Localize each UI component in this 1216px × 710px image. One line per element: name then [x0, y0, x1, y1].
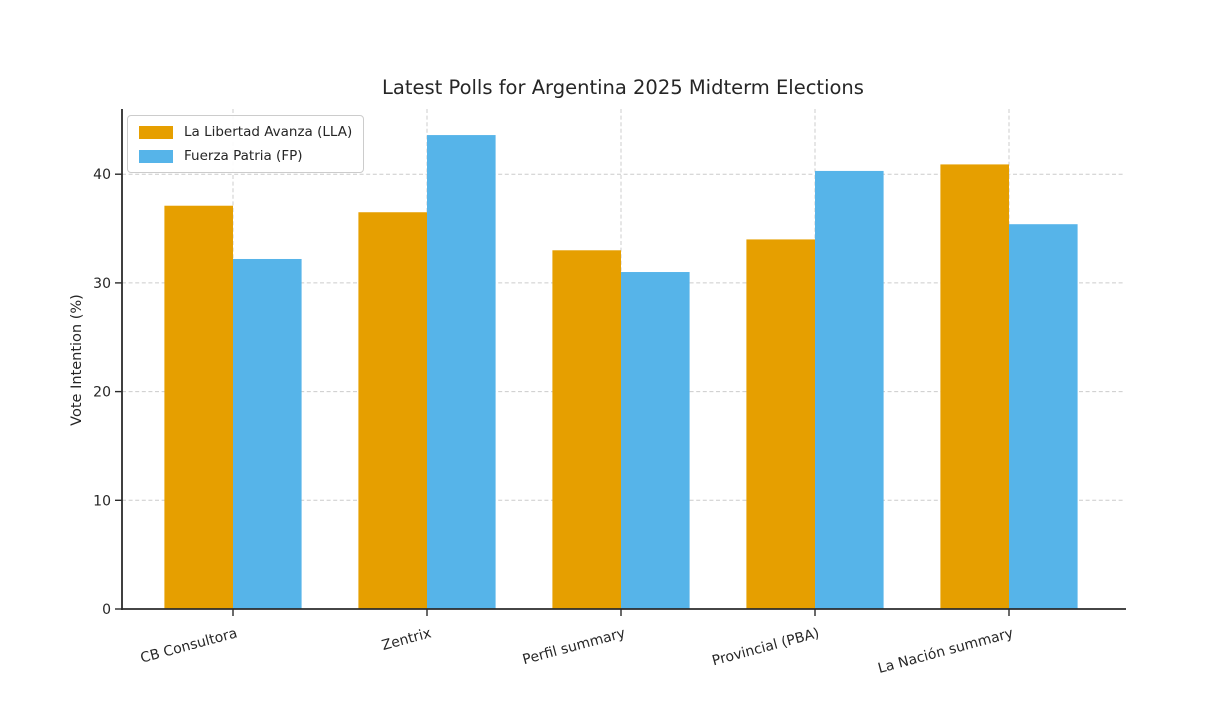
bar-lla-cb-consultora	[164, 205, 233, 609]
chart-title: Latest Polls for Argentina 2025 Midterm …	[382, 76, 864, 99]
legend: La Libertad Avanza (LLA) Fuerza Patria (…	[127, 115, 365, 173]
bar-lla-perfil-summary	[552, 250, 621, 610]
bar-lla-provincial-pba	[746, 239, 815, 610]
legend-label-fp: Fuerza Patria (FP)	[184, 148, 303, 164]
x-tick-label-perfil-summary: Perfil summary	[521, 625, 627, 668]
y-tick-label-30: 30	[93, 276, 111, 292]
legend-item-lla: La Libertad Avanza (LLA)	[139, 124, 352, 140]
bar-lla-zentrix	[358, 212, 427, 609]
y-tick-label-20: 20	[93, 385, 111, 401]
y-tick-label-0: 0	[102, 602, 111, 618]
bar-fp-perfil-summary	[621, 272, 690, 609]
bar-lla-la-naci-n-summary	[940, 164, 1009, 610]
legend-item-fp: Fuerza Patria (FP)	[139, 148, 352, 164]
x-tick-label-provincial-pba: Provincial (PBA)	[710, 625, 821, 669]
legend-swatch-fp-icon	[139, 149, 173, 163]
x-tick-label-cb-consultora: CB Consultora	[139, 625, 239, 666]
legend-label-lla: La Libertad Avanza (LLA)	[184, 124, 353, 140]
bar-fp-cb-consultora	[233, 258, 302, 609]
y-tick-label-10: 10	[93, 493, 111, 509]
x-tick-label-la-naci-n-summary: La Nación summary	[876, 625, 1015, 677]
bar-fp-provincial-pba	[815, 170, 884, 609]
legend-swatch-lla-icon	[139, 125, 173, 139]
bar-fp-la-naci-n-summary	[1009, 224, 1078, 609]
y-tick-label-40: 40	[93, 167, 111, 183]
bar-fp-zentrix	[427, 135, 496, 609]
x-tick-label-zentrix: Zentrix	[380, 625, 433, 654]
